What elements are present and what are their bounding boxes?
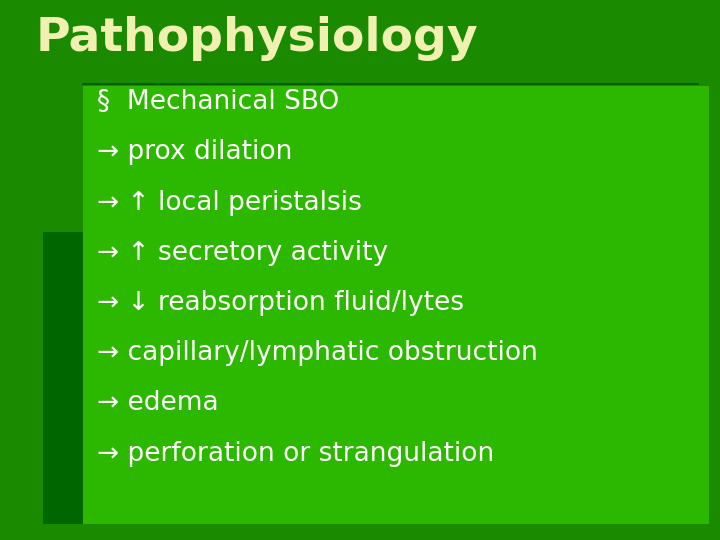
FancyBboxPatch shape bbox=[83, 86, 709, 524]
Text: → ↓ reabsorption fluid/lytes: → ↓ reabsorption fluid/lytes bbox=[97, 290, 464, 316]
Text: → ↑ secretory activity: → ↑ secretory activity bbox=[97, 240, 388, 266]
Text: → ↑ local peristalsis: → ↑ local peristalsis bbox=[97, 190, 362, 215]
FancyBboxPatch shape bbox=[43, 232, 83, 524]
Text: → prox dilation: → prox dilation bbox=[97, 139, 292, 165]
Text: → capillary/lymphatic obstruction: → capillary/lymphatic obstruction bbox=[97, 340, 538, 366]
Text: §  Mechanical SBO: § Mechanical SBO bbox=[97, 89, 339, 115]
Text: Pathophysiology: Pathophysiology bbox=[36, 16, 479, 61]
Text: → edema: → edema bbox=[97, 390, 219, 416]
Text: → perforation or strangulation: → perforation or strangulation bbox=[97, 441, 495, 467]
